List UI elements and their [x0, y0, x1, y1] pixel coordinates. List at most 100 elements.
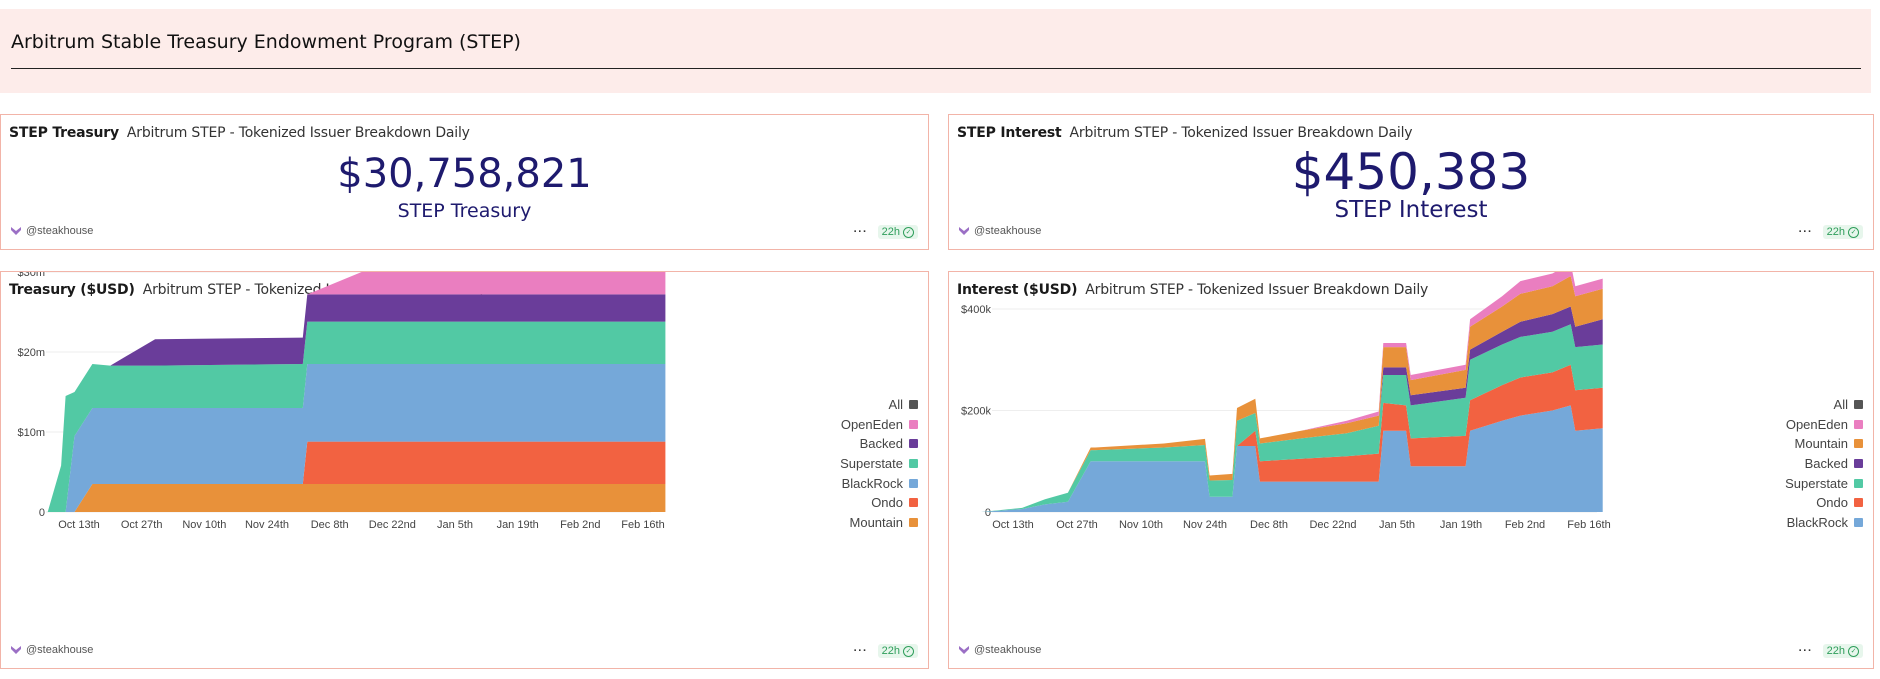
- x-tick-label: Nov 24th: [1183, 519, 1227, 531]
- check-circle-icon: ✓: [1848, 226, 1859, 238]
- legend-item-mountain[interactable]: Mountain: [840, 513, 918, 533]
- x-tick-label: Dec 8th: [1250, 519, 1288, 531]
- legend-item-all[interactable]: All: [1785, 395, 1863, 415]
- y-tick-label: $200k: [961, 406, 991, 418]
- author-link[interactable]: @steakhouse: [959, 644, 1041, 656]
- dashboard-header: Arbitrum Stable Treasury Endowment Progr…: [0, 9, 1871, 93]
- header-divider: [11, 68, 1861, 69]
- interest-counter-label: STEP Interest: [1334, 197, 1488, 223]
- legend-item-superstate[interactable]: Superstate: [840, 454, 918, 474]
- legend-label: All: [888, 397, 903, 413]
- legend-item-backed[interactable]: Backed: [1785, 454, 1863, 474]
- treasury-area-chart[interactable]: 0 $10m $20m $30m Oct 13th Oct 27th Nov 10th Nov…: [1, 272, 930, 670]
- more-dots-icon[interactable]: ···: [1798, 226, 1813, 238]
- legend-item-blackrock[interactable]: BlackRock: [840, 473, 918, 493]
- legend-item-mountain[interactable]: Mountain: [1785, 434, 1863, 454]
- interest-counter-value: $450,383: [1291, 143, 1531, 201]
- y-tick-label: $10m: [17, 427, 45, 439]
- legend-swatch: [1854, 498, 1863, 508]
- area-series-blackrock[interactable]: [47, 364, 666, 512]
- panel-title[interactable]: Interest ($USD) Arbitrum STEP - Tokenized…: [957, 282, 1428, 298]
- steakhouse-logo-icon: [959, 227, 969, 235]
- area-series-mountain[interactable]: [981, 276, 1603, 512]
- freshness-age: 22h: [1826, 226, 1845, 238]
- x-tick-label: Feb 16th: [1567, 519, 1610, 531]
- legend-swatch: [909, 419, 918, 429]
- steakhouse-logo-icon: [11, 227, 21, 235]
- author-link[interactable]: @steakhouse: [11, 644, 93, 656]
- freshness-badge[interactable]: 22h ✓: [1822, 644, 1863, 658]
- legend-swatch: [909, 498, 918, 508]
- legend-item-openeden[interactable]: OpenEden: [840, 415, 918, 435]
- y-tick-label: $30m: [17, 272, 45, 279]
- legend-label: OpenEden: [1785, 416, 1848, 432]
- legend-item-backed[interactable]: Backed: [840, 434, 918, 454]
- legend-item-all[interactable]: All: [840, 395, 918, 415]
- x-tick-label: Jan 19th: [1440, 519, 1482, 531]
- legend-swatch: [909, 439, 918, 449]
- legend-item-ondo[interactable]: Ondo: [1785, 493, 1863, 513]
- legend-label: Ondo: [871, 495, 903, 511]
- y-tick-label: 0: [39, 507, 45, 519]
- more-dots-icon[interactable]: ···: [853, 645, 868, 657]
- treasury-chart-panel: Treasury ($USD) Arbitrum STEP - Tokenized…: [0, 271, 929, 669]
- x-tick-label: Nov 10th: [1119, 519, 1163, 531]
- legend-swatch: [1854, 439, 1863, 449]
- freshness-badge[interactable]: 22h ✓: [877, 644, 918, 658]
- area-series-backed[interactable]: [47, 294, 666, 512]
- legend-label: BlackRock: [841, 475, 903, 491]
- legend-label: All: [1833, 397, 1848, 413]
- check-circle-icon: ✓: [903, 645, 914, 657]
- x-tick-label: Dec 22nd: [369, 519, 416, 531]
- legend-swatch: [1854, 478, 1863, 488]
- legend-item-ondo[interactable]: Ondo: [840, 493, 918, 513]
- freshness-age: 22h: [1826, 645, 1845, 657]
- plot-area: 0 $10m $20m $30m Oct 13th Oct 27th Nov 10th Nov…: [17, 272, 666, 531]
- page-title: Arbitrum Stable Treasury Endowment Progr…: [11, 31, 521, 53]
- area-series-superstate[interactable]: [47, 321, 666, 512]
- x-tick-label: Jan 19th: [497, 519, 539, 531]
- legend-label: Mountain: [1794, 436, 1848, 452]
- steakhouse-logo-icon: [11, 646, 21, 654]
- author-name: @steakhouse: [974, 225, 1042, 237]
- treasury-counter-value: $30,758,821: [337, 151, 592, 197]
- freshness-age: 22h: [881, 645, 900, 657]
- check-circle-icon: ✓: [1848, 645, 1859, 657]
- panel-title[interactable]: STEP Interest Arbitrum STEP - Tokenized I…: [957, 125, 1413, 141]
- x-tick-label: Feb 16th: [621, 519, 664, 531]
- panel-title[interactable]: STEP Treasury Arbitrum STEP - Tokenized I…: [9, 125, 470, 141]
- legend-item-superstate[interactable]: Superstate: [1785, 473, 1863, 493]
- author-link[interactable]: @steakhouse: [11, 225, 93, 237]
- legend-item-blackrock[interactable]: BlackRock: [1785, 513, 1863, 533]
- area-series-ondo[interactable]: [47, 441, 666, 512]
- freshness-badge[interactable]: 22h ✓: [1822, 225, 1863, 239]
- x-tick-label: Feb 2nd: [1505, 519, 1545, 531]
- area-series-mountain[interactable]: [47, 484, 666, 512]
- legend-item-openeden[interactable]: OpenEden: [1785, 415, 1863, 435]
- legend-swatch: [909, 459, 918, 469]
- y-tick-label: $400k: [961, 304, 991, 316]
- more-dots-icon[interactable]: ···: [1798, 645, 1813, 657]
- legend-label: Ondo: [1816, 495, 1848, 511]
- x-tick-label: Dec 8th: [311, 519, 349, 531]
- area-series-backed[interactable]: [981, 306, 1603, 513]
- panel-query-name: Arbitrum STEP - Tokenized Issuer Breakdo…: [1085, 282, 1429, 298]
- legend-swatch: [1854, 517, 1863, 527]
- interest-area-chart[interactable]: 0 $200k $400k Oct 13th Oct 27th Nov 10th Nov 2…: [949, 272, 1875, 670]
- area-series-superstate[interactable]: [981, 324, 1603, 512]
- panel-title-name: STEP Treasury: [9, 125, 119, 141]
- legend-label: Mountain: [849, 514, 903, 530]
- x-tick-label: Nov 24th: [245, 519, 289, 531]
- interest-chart-panel: Interest ($USD) Arbitrum STEP - Tokenized…: [948, 271, 1874, 669]
- legend-label: Backed: [1804, 456, 1848, 472]
- area-series-ondo[interactable]: [981, 364, 1603, 512]
- freshness-badge[interactable]: 22h ✓: [877, 225, 918, 239]
- more-dots-icon[interactable]: ···: [853, 226, 868, 238]
- author-name: @steakhouse: [26, 644, 94, 656]
- author-link[interactable]: @steakhouse: [959, 225, 1041, 237]
- x-tick-label: Jan 5th: [1379, 519, 1415, 531]
- x-tick-label: Oct 27th: [1056, 519, 1098, 531]
- panel-title-name: Interest ($USD): [957, 282, 1078, 298]
- steakhouse-logo-icon: [959, 646, 969, 654]
- area-series-blackrock[interactable]: [981, 405, 1603, 512]
